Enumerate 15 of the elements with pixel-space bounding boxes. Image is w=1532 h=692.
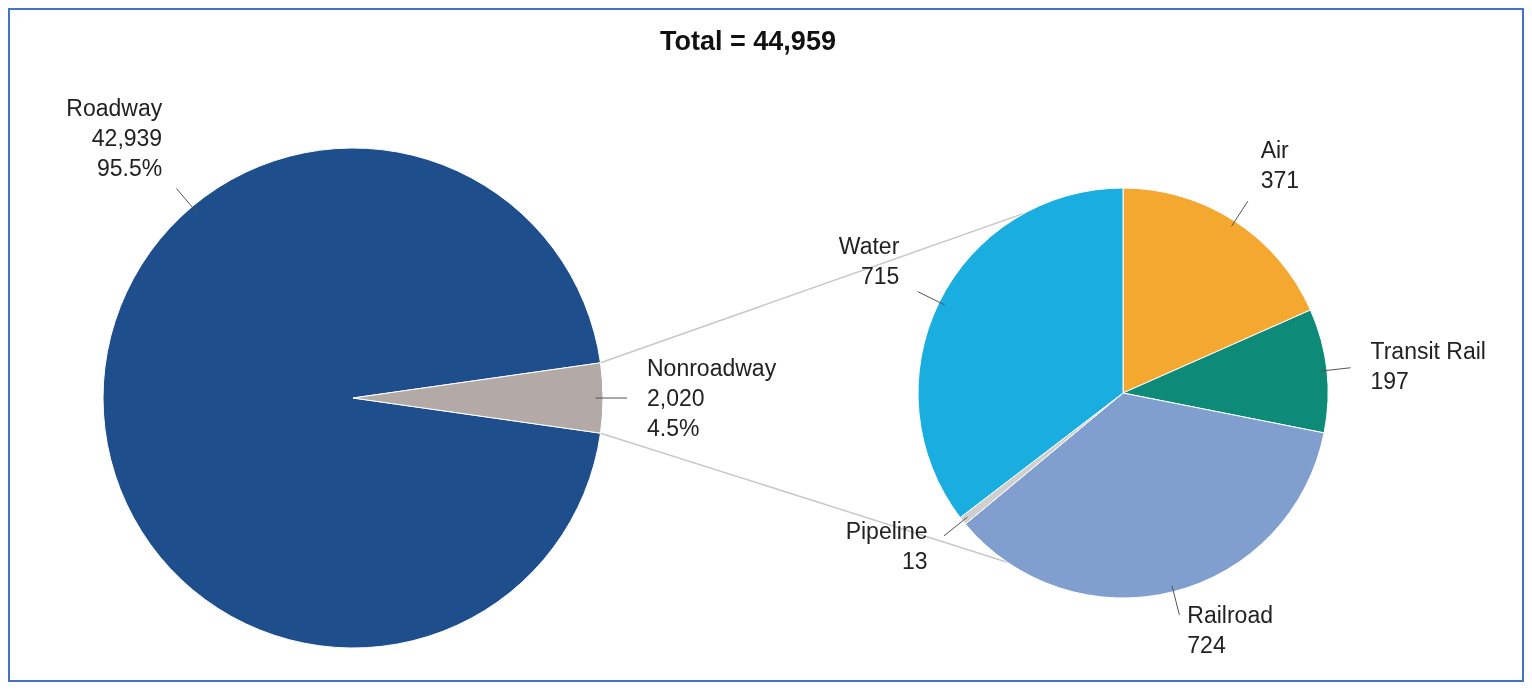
slice-label: Water bbox=[838, 233, 900, 260]
slice-label: Railroad bbox=[1187, 602, 1273, 629]
slice-label: Nonroadway bbox=[647, 355, 777, 381]
data-label: 13 bbox=[901, 547, 928, 574]
slice-label: Roadway bbox=[66, 95, 163, 122]
slice-label: Pipeline bbox=[845, 517, 928, 544]
data-label: 724 bbox=[1187, 632, 1226, 659]
slice-label: Transit Rail bbox=[1370, 338, 1486, 364]
chart-title: Total = 44,959 bbox=[660, 26, 836, 56]
data-label: 197 bbox=[1370, 368, 1409, 394]
data-label: 371 bbox=[1260, 166, 1300, 193]
data-label: 715 bbox=[860, 263, 900, 290]
data-label: 42,939 95.5% bbox=[91, 125, 163, 182]
slice-label: Air bbox=[1260, 136, 1290, 163]
data-label: 2,020 4.5% bbox=[647, 385, 705, 441]
